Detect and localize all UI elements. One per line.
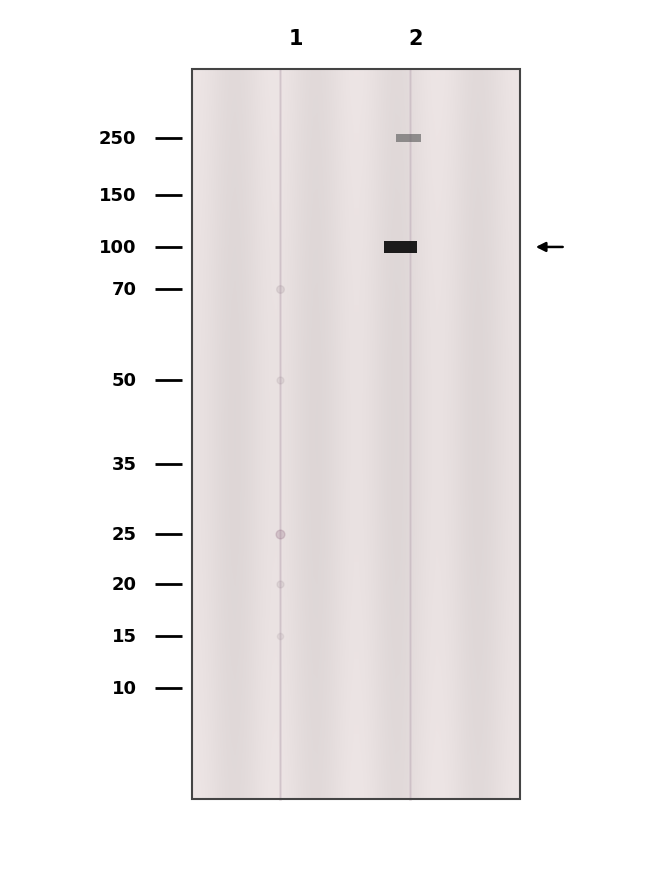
Point xyxy=(274,629,285,643)
Point xyxy=(274,577,285,591)
Text: 150: 150 xyxy=(99,187,136,204)
Point xyxy=(274,527,285,541)
Text: 2: 2 xyxy=(409,30,423,49)
Text: 15: 15 xyxy=(112,627,136,645)
Text: 100: 100 xyxy=(99,239,136,256)
Text: 70: 70 xyxy=(112,281,136,298)
Bar xyxy=(396,135,421,143)
Text: 250: 250 xyxy=(99,130,136,148)
Point xyxy=(274,374,285,388)
Point xyxy=(274,282,285,296)
Text: 1: 1 xyxy=(289,30,303,49)
Text: 20: 20 xyxy=(112,575,136,593)
Text: 25: 25 xyxy=(112,526,136,543)
Text: 10: 10 xyxy=(112,680,136,697)
Bar xyxy=(192,70,520,799)
Text: 35: 35 xyxy=(112,456,136,474)
Text: 50: 50 xyxy=(112,372,136,389)
Bar xyxy=(384,242,417,253)
